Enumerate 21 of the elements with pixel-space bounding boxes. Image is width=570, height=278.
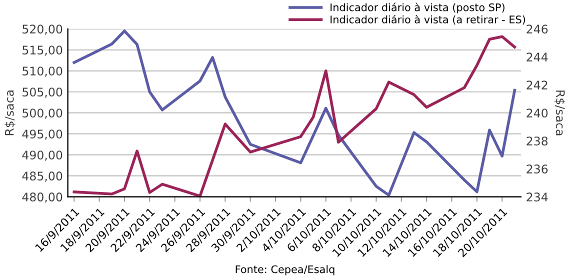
y2-tick-label: 234: [526, 192, 548, 202]
y-tick-label: 510,00: [22, 66, 62, 77]
legend-label: Indicador diário à vista (posto SP): [330, 2, 504, 14]
y2-tick-label: 236: [526, 164, 548, 174]
y-tick-label: 480,00: [22, 192, 62, 203]
y2-tick-label: 244: [526, 52, 548, 62]
y-tick-label: 505,00: [22, 88, 62, 98]
source-note: Fonte: Cepea/Esalq: [236, 265, 334, 276]
y2-tick-label: 246: [526, 24, 548, 34]
legend-label: Indicador diário à vista (a retirar - ES): [330, 14, 526, 25]
y-tick-label: 520,00: [22, 24, 62, 35]
y-tick-label: 515,00: [22, 46, 62, 56]
y-tick-label: 485,00: [22, 172, 62, 182]
y2-tick-label: 240: [526, 108, 548, 118]
y-tick-label: 490,00: [22, 150, 62, 161]
y-axis-title: R$/saca: [4, 90, 16, 136]
y2-axis-title: R$/saca: [554, 90, 566, 136]
y-tick-label: 495,00: [22, 130, 62, 140]
y2-tick-label: 242: [526, 80, 548, 90]
y-tick-label: 500,00: [22, 108, 62, 119]
y2-tick-label: 238: [526, 136, 548, 146]
